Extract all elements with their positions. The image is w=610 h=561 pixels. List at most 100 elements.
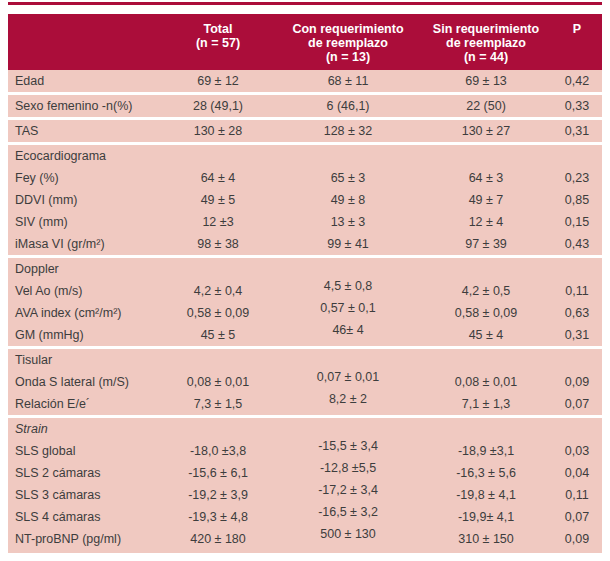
cell-p-value: 0,85 — [552, 193, 602, 207]
cell-total: 4,2 ± 0,4 — [160, 284, 276, 298]
cell-con-reemplazo: 49 ± 8 — [276, 193, 420, 207]
page: Total(n = 57)Con requerimientode reempla… — [0, 0, 610, 561]
cell-total: 0,58 ± 0,09 — [160, 306, 276, 320]
cell-sin-reemplazo: 7,1 ± 1,3 — [420, 397, 552, 411]
cell-total: 28 (49,1) — [160, 99, 276, 113]
table-body: Edad69 ± 1268 ± 1169 ± 130,42Sexo femeni… — [8, 70, 602, 553]
cell-p-value: 0,43 — [552, 237, 602, 251]
row-label: NT-proBNP (pg/ml) — [8, 532, 160, 546]
row-label: Fey (%) — [8, 171, 160, 185]
cell-sin-reemplazo: 22 (50) — [420, 99, 552, 113]
cell-sin-reemplazo: 45 ± 4 — [420, 328, 552, 342]
row-label: SLS 4 cámaras — [8, 510, 160, 524]
cell-con-reemplazo: 0,57 ± 0,1 — [276, 301, 420, 315]
header-cell-con-line: Con requerimiento — [276, 22, 420, 36]
cell-sin-reemplazo: 69 ± 13 — [420, 74, 552, 88]
cell-con-reemplazo: 8,2 ± 2 — [276, 392, 420, 406]
cell-sin-reemplazo: 49 ± 7 — [420, 193, 552, 207]
cell-p-value: 0,09 — [552, 375, 602, 389]
table-group: StrainSLS global-18,0 ±3,8-15,5 ± 3,4-18… — [8, 415, 602, 550]
cell-total: 130 ± 28 — [160, 124, 276, 138]
cell-sin-reemplazo: -19,8 ± 4,1 — [420, 488, 552, 502]
table-group: Sexo femenino -n(%)28 (49,1)6 (46,1)22 (… — [8, 92, 602, 117]
cell-sin-reemplazo: 130 ± 27 — [420, 124, 552, 138]
table-row: SLS 4 cámaras-19,3 ± 4,8-16,5 ± 3,2-19,9… — [8, 506, 602, 528]
cell-con-reemplazo: -12,8 ±5,5 — [276, 461, 420, 475]
cell-sin-reemplazo: -19,9± 4,1 — [420, 510, 552, 524]
section-label: Doppler — [8, 258, 602, 280]
cell-p-value: 0,09 — [552, 532, 602, 546]
row-label: Onda S lateral (m/S) — [8, 375, 160, 389]
cell-total: -19,2 ± 3,9 — [160, 488, 276, 502]
top-rule — [8, 2, 602, 5]
header-cell-sin-line: (n = 44) — [420, 50, 552, 64]
cell-total: 49 ± 5 — [160, 193, 276, 207]
header-cell-sin-line: Sin requerimiento — [420, 22, 552, 36]
cell-p-value: 0,31 — [552, 124, 602, 138]
table-row: Relación E/e´7,3 ± 1,58,2 ± 27,1 ± 1,30,… — [8, 393, 602, 415]
row-label: DDVI (mm) — [8, 193, 160, 207]
cell-total: 45 ± 5 — [160, 328, 276, 342]
cell-total: 69 ± 12 — [160, 74, 276, 88]
table-row: SLS global-18,0 ±3,8-15,5 ± 3,4-18,9 ±3,… — [8, 440, 602, 462]
cell-sin-reemplazo: 4,2 ± 0,5 — [420, 284, 552, 298]
cell-total: 64 ± 4 — [160, 171, 276, 185]
header-cell-sin-line: de reemplazo — [420, 36, 552, 50]
cell-con-reemplazo: -17,2 ± 3,4 — [276, 483, 420, 497]
stats-table: Total(n = 57)Con requerimientode reempla… — [8, 14, 602, 553]
cell-con-reemplazo: 4,5 ± 0,8 — [276, 279, 420, 293]
cell-con-reemplazo: 65 ± 3 — [276, 171, 420, 185]
table-row: Fey (%)64 ± 465 ± 364 ± 30,23 — [8, 167, 602, 189]
row-label: iMasa VI (gr/m²) — [8, 237, 160, 251]
section-label: Ecocardiograma — [8, 145, 602, 167]
cell-con-reemplazo: 500 ± 130 — [276, 527, 420, 541]
cell-con-reemplazo: 6 (46,1) — [276, 99, 420, 113]
cell-con-reemplazo: 68 ± 11 — [276, 74, 420, 88]
cell-p-value: 0,15 — [552, 215, 602, 229]
cell-total: 0,08 ± 0,01 — [160, 375, 276, 389]
row-label: Edad — [8, 74, 160, 88]
cell-p-value: 0,07 — [552, 510, 602, 524]
table-row: NT-proBNP (pg/ml)420 ± 180500 ± 130310 ±… — [8, 528, 602, 550]
row-label: SLS 3 cámaras — [8, 488, 160, 502]
cell-p-value: 0,04 — [552, 466, 602, 480]
header-cell-con-line: (n = 13) — [276, 50, 420, 64]
cell-total: 7,3 ± 1,5 — [160, 397, 276, 411]
cell-con-reemplazo: 99 ± 41 — [276, 237, 420, 251]
header-cell-con: Con requerimientode reemplazo(n = 13) — [276, 14, 420, 70]
table-row: AVA index (cm²/m²)0,58 ± 0,090,57 ± 0,10… — [8, 302, 602, 324]
cell-sin-reemplazo: 0,58 ± 0,09 — [420, 306, 552, 320]
table-row: Onda S lateral (m/S)0,08 ± 0,010,07 ± 0,… — [8, 371, 602, 393]
cell-total: -19,3 ± 4,8 — [160, 510, 276, 524]
table-row: DDVI (mm)49 ± 549 ± 849 ± 70,85 — [8, 189, 602, 211]
cell-p-value: 0,42 — [552, 74, 602, 88]
header-cell-total-line: (n = 57) — [160, 36, 276, 50]
header-cell-p-line: P — [552, 22, 602, 36]
table-group: TisularOnda S lateral (m/S)0,08 ± 0,010,… — [8, 346, 602, 415]
cell-con-reemplazo: 0,07 ± 0,01 — [276, 370, 420, 384]
table-group: EcocardiogramaFey (%)64 ± 465 ± 364 ± 30… — [8, 142, 602, 255]
cell-con-reemplazo: 46± 4 — [276, 323, 420, 337]
table-row: Edad69 ± 1268 ± 1169 ± 130,42 — [8, 70, 602, 92]
cell-p-value: 0,11 — [552, 488, 602, 502]
header-cell-total-line: Total — [160, 22, 276, 36]
cell-sin-reemplazo: -16,3 ± 5,6 — [420, 466, 552, 480]
cell-sin-reemplazo: -18,9 ±3,1 — [420, 444, 552, 458]
table-row: SLS 3 cámaras-19,2 ± 3,9-17,2 ± 3,4-19,8… — [8, 484, 602, 506]
row-label: Vel Ao (m/s) — [8, 284, 160, 298]
header-cell-rowlabel — [8, 14, 160, 70]
table-group: TAS130 ± 28128 ± 32130 ± 270,31 — [8, 117, 602, 142]
cell-sin-reemplazo: 64 ± 3 — [420, 171, 552, 185]
cell-total: 12 ±3 — [160, 215, 276, 229]
cell-p-value: 0,33 — [552, 99, 602, 113]
cell-con-reemplazo: -16,5 ± 3,2 — [276, 505, 420, 519]
table-header-row: Total(n = 57)Con requerimientode reempla… — [8, 14, 602, 70]
table-row: TAS130 ± 28128 ± 32130 ± 270,31 — [8, 120, 602, 142]
cell-sin-reemplazo: 12 ± 4 — [420, 215, 552, 229]
table-group: Doppler Vel Ao (m/s)4,2 ± 0,44,5 ± 0,84,2… — [8, 255, 602, 346]
cell-sin-reemplazo: 97 ± 39 — [420, 237, 552, 251]
header-cell-con-line: de reemplazo — [276, 36, 420, 50]
cell-con-reemplazo: -15,5 ± 3,4 — [276, 439, 420, 453]
row-label: AVA index (cm²/m²) — [8, 306, 160, 320]
row-label: Relación E/e´ — [8, 397, 160, 411]
